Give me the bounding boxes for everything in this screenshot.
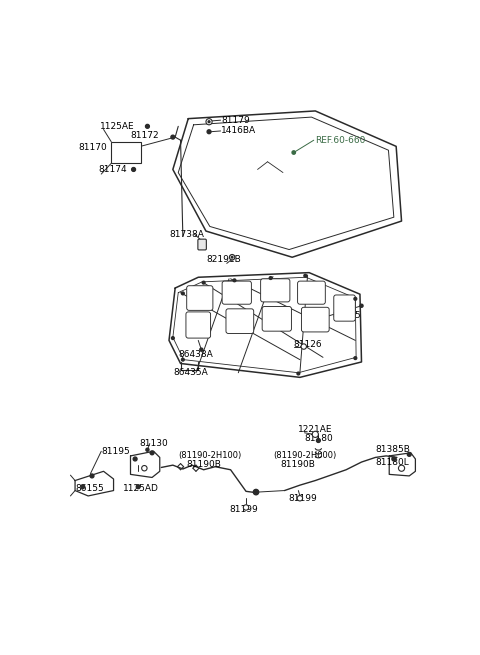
Circle shape (206, 119, 212, 125)
Text: 81195: 81195 (101, 447, 130, 456)
Text: 81190B: 81190B (186, 460, 221, 469)
Circle shape (398, 465, 405, 472)
Text: 82191B: 82191B (206, 255, 240, 264)
Circle shape (181, 292, 184, 295)
Circle shape (90, 474, 94, 478)
Circle shape (202, 281, 205, 284)
FancyBboxPatch shape (226, 309, 254, 333)
Circle shape (316, 439, 320, 442)
Circle shape (132, 168, 135, 172)
Circle shape (360, 304, 363, 307)
FancyBboxPatch shape (187, 286, 213, 310)
Text: 1416BA: 1416BA (221, 126, 256, 135)
Text: 86155: 86155 (75, 484, 104, 493)
Text: 81199: 81199 (288, 494, 317, 503)
Text: (81190-2H000): (81190-2H000) (273, 451, 336, 460)
Text: 1221AE: 1221AE (299, 425, 333, 434)
Text: 81385B: 81385B (375, 445, 410, 454)
Circle shape (233, 279, 236, 282)
Circle shape (81, 485, 84, 489)
Circle shape (269, 276, 272, 280)
Text: 81199: 81199 (229, 505, 258, 514)
Circle shape (133, 457, 137, 461)
Circle shape (150, 451, 154, 455)
Circle shape (301, 344, 306, 349)
Text: 81174: 81174 (98, 165, 127, 174)
Text: 81180L: 81180L (375, 458, 409, 466)
Circle shape (231, 257, 233, 258)
Bar (111, 141, 141, 163)
FancyBboxPatch shape (301, 307, 329, 332)
Text: 81179: 81179 (221, 116, 250, 124)
FancyBboxPatch shape (222, 281, 252, 304)
FancyBboxPatch shape (198, 239, 206, 250)
Text: (81190-2H100): (81190-2H100) (178, 451, 241, 460)
Circle shape (142, 466, 147, 471)
Text: 1125AD: 1125AD (123, 484, 159, 493)
Text: 86438A: 86438A (178, 350, 213, 359)
Circle shape (171, 135, 175, 139)
Circle shape (392, 457, 396, 461)
Circle shape (292, 151, 295, 154)
Circle shape (146, 448, 149, 451)
Circle shape (181, 358, 184, 361)
Circle shape (243, 505, 249, 510)
Text: 81126: 81126 (294, 340, 323, 348)
Text: REF.60-660: REF.60-660 (315, 136, 366, 145)
Text: 1125AE: 1125AE (100, 122, 134, 131)
Circle shape (200, 348, 203, 351)
Circle shape (304, 274, 307, 277)
Circle shape (253, 489, 259, 495)
FancyBboxPatch shape (262, 307, 291, 331)
Text: 81170: 81170 (78, 143, 107, 153)
Circle shape (354, 297, 357, 300)
Circle shape (229, 255, 235, 260)
Text: 81130: 81130 (140, 439, 168, 448)
FancyBboxPatch shape (334, 295, 355, 321)
Circle shape (297, 496, 302, 501)
Text: 81190B: 81190B (281, 460, 315, 469)
FancyBboxPatch shape (298, 281, 325, 304)
Circle shape (207, 130, 211, 134)
Text: 81125: 81125 (332, 311, 361, 320)
Circle shape (145, 124, 149, 128)
Circle shape (208, 121, 210, 122)
Circle shape (297, 372, 300, 375)
Text: 81180: 81180 (304, 434, 333, 443)
Circle shape (312, 431, 318, 438)
Circle shape (408, 453, 411, 457)
Text: 86435A: 86435A (173, 368, 208, 377)
Circle shape (354, 357, 357, 360)
FancyBboxPatch shape (261, 279, 290, 302)
Circle shape (171, 337, 174, 339)
Circle shape (136, 485, 140, 489)
Text: 81172: 81172 (131, 131, 159, 140)
Text: 81738A: 81738A (169, 230, 204, 238)
FancyBboxPatch shape (186, 312, 211, 338)
